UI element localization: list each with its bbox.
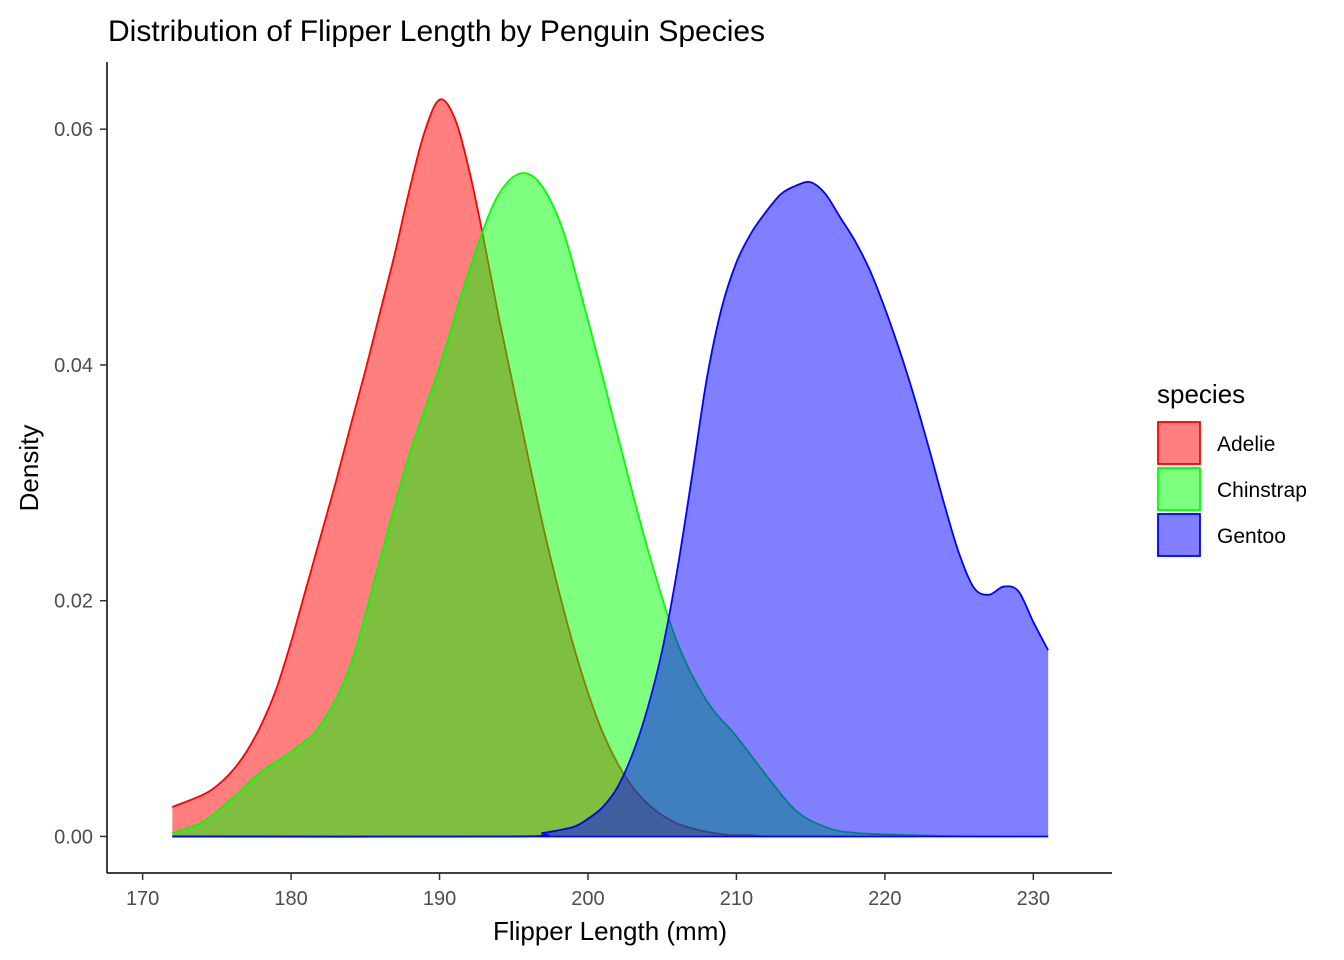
chart-title: Distribution of Flipper Length by Pengui… bbox=[108, 15, 765, 48]
x-tick-label: 220 bbox=[868, 888, 901, 910]
legend-label-adelie: Adelie bbox=[1217, 433, 1275, 456]
y-tick-label: 0.00 bbox=[54, 826, 93, 848]
x-tick-label: 190 bbox=[423, 888, 456, 910]
x-tick-label: 210 bbox=[720, 888, 753, 910]
legend-label-gentoo: Gentoo bbox=[1217, 525, 1286, 548]
legend-items: Adelie Chinstrap Gentoo bbox=[1157, 421, 1307, 557]
legend-key-adelie bbox=[1157, 421, 1201, 465]
density-area-chinstrap bbox=[172, 172, 1049, 837]
y-tick-label: 0.02 bbox=[54, 591, 93, 613]
x-tick-label: 180 bbox=[274, 888, 307, 910]
x-tick-label: 200 bbox=[571, 888, 604, 910]
legend-key-gentoo bbox=[1157, 513, 1201, 557]
legend-title: species bbox=[1157, 379, 1245, 409]
x-tick-label: 230 bbox=[1017, 888, 1050, 910]
x-tick-label: 170 bbox=[126, 888, 159, 910]
x-axis-title: Flipper Length (mm) bbox=[493, 916, 727, 946]
y-tick-label: 0.04 bbox=[54, 355, 93, 377]
y-axis-title: Density bbox=[14, 425, 44, 512]
density-line-gentoo bbox=[172, 181, 1049, 838]
density-area-gentoo bbox=[172, 181, 1049, 837]
density-series-layer bbox=[171, 98, 1049, 838]
legend-label-chinstrap: Chinstrap bbox=[1217, 479, 1307, 502]
legend: species Adelie Chinstrap Gentoo bbox=[1157, 379, 1307, 557]
x-axis-ticks: 170 180 190 200 210 220 230 bbox=[126, 873, 1050, 910]
y-axis-ticks: 0.00 0.02 0.04 0.06 bbox=[54, 119, 107, 848]
y-tick-label: 0.06 bbox=[54, 119, 93, 141]
legend-key-chinstrap bbox=[1157, 467, 1201, 511]
